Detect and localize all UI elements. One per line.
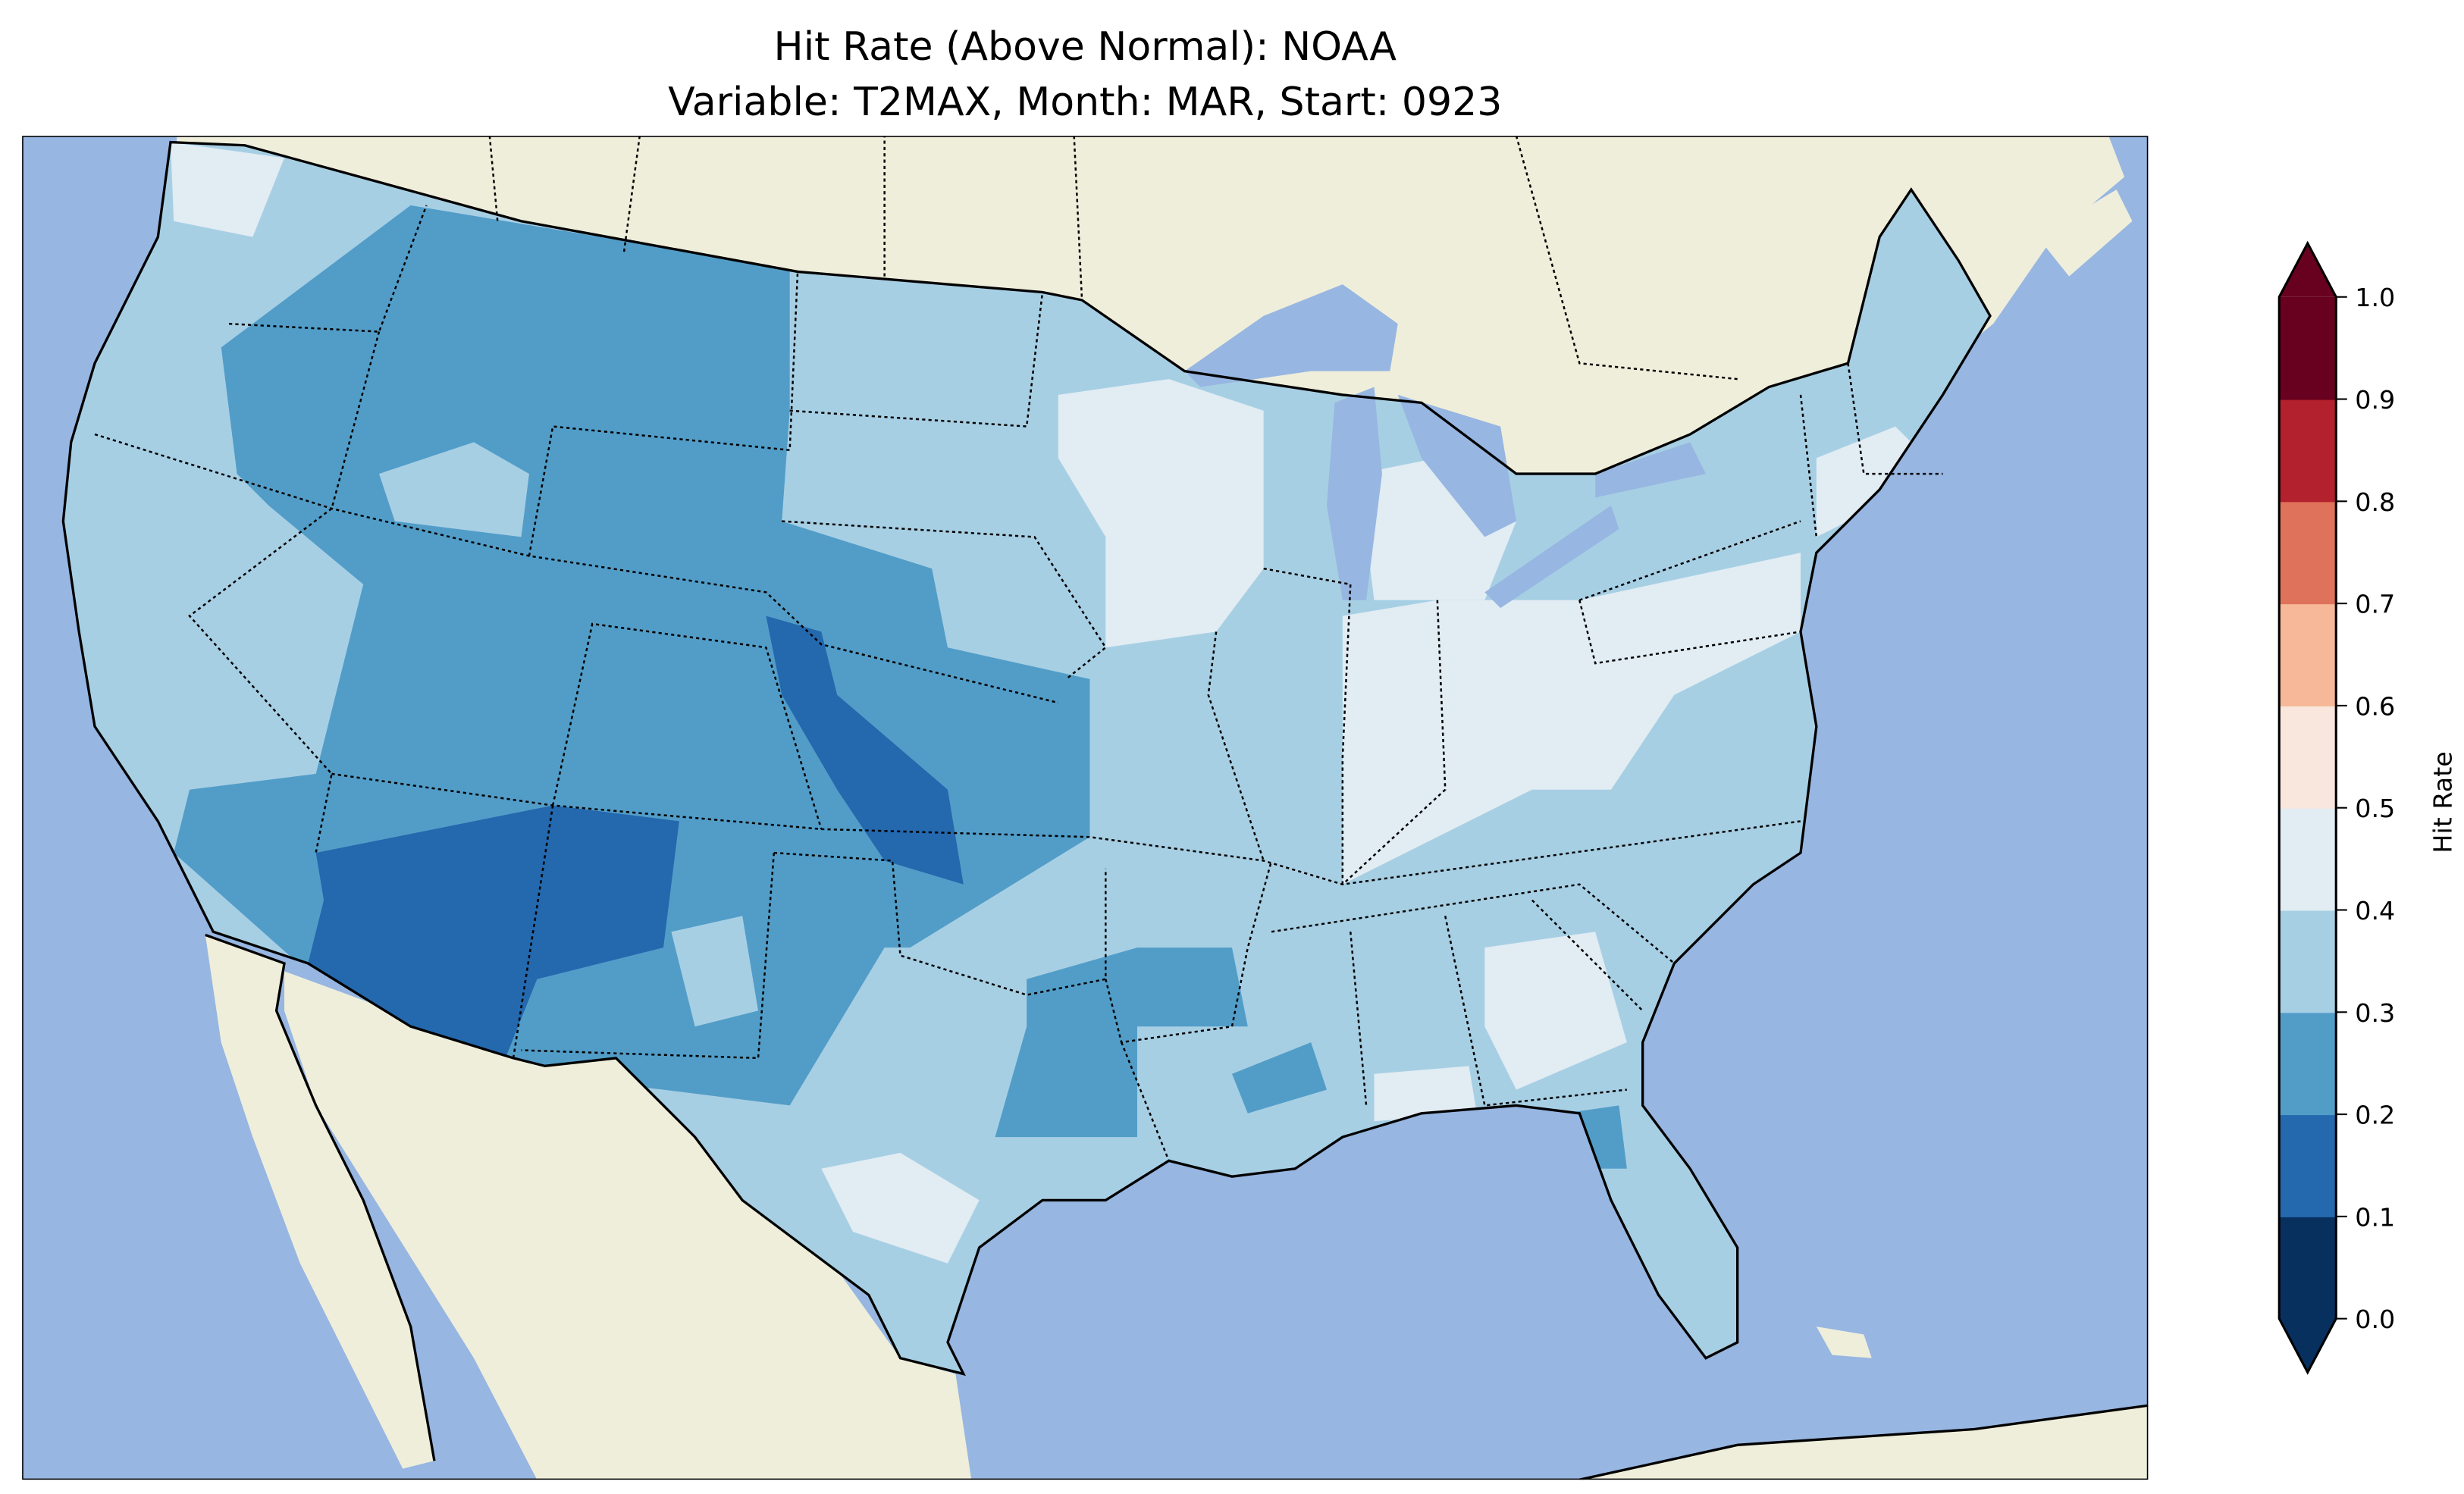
region-0.2-0.3-la [1232, 1042, 1327, 1113]
region-0.4-0.5-ohio-valley [1342, 553, 1801, 885]
land-mexico [205, 935, 2149, 1480]
region-0.3-0.4-tx [884, 837, 1106, 1138]
region-0.1-0.2-co-ks [766, 615, 964, 885]
colorbar-tick-label: 0.2 [2355, 1101, 2395, 1130]
colorbar-segment [2279, 705, 2337, 809]
colorbar-extend-max [2279, 243, 2337, 297]
region-0.4-0.5-south-texas [821, 1152, 980, 1264]
region-0.4-0.5-georgia [1484, 932, 1627, 1090]
region-0.1-0.2-az-nm [308, 805, 679, 1058]
colorbar-segment [2279, 1216, 2337, 1320]
region-0.4-0.5-washington [171, 142, 284, 237]
colorbar-extend-min [2279, 1318, 2337, 1373]
lake-erie [1484, 505, 1619, 609]
map [22, 136, 2149, 1480]
colorbar-segment [2279, 501, 2337, 605]
lake-michigan [1327, 387, 1382, 600]
region-0.3-0.4-nm [671, 916, 758, 1027]
colorbar-segment [2279, 1012, 2337, 1116]
coastlines [61, 140, 2149, 1480]
colorbar-segment [2279, 1114, 2337, 1217]
colorbar-tick-label: 0.3 [2355, 998, 2395, 1028]
colorbar-tick-label: 0.1 [2355, 1202, 2395, 1232]
colorbar-tick-label: 0.6 [2355, 691, 2395, 721]
region-0.3-0.4-ca [71, 347, 237, 790]
great-lakes [1184, 284, 1706, 609]
title-line-1: Hit Rate (Above Normal): NOAA [774, 24, 1397, 70]
region-0.3-0.4-idaho [379, 442, 529, 537]
colorbar-segment [2279, 296, 2337, 400]
land-canada [171, 136, 2133, 521]
lake-superior [1184, 284, 1398, 387]
colorbar-tick-label: 0.0 [2355, 1305, 2395, 1334]
colorbar-tick-label: 1.0 [2355, 283, 2395, 312]
colorbar-segment [2279, 603, 2337, 706]
colorbar-tick-label: 0.9 [2355, 385, 2395, 415]
colorbar-label: Hit Rate [2428, 751, 2457, 853]
colorbar: 0.0 0.1 0.2 0.3 0.4 0.5 0.6 0.7 0.8 0.9 1.0 [2277, 240, 2395, 1375]
colorbar-tick-label: 0.7 [2355, 590, 2395, 619]
colorbar-segment [2279, 807, 2337, 911]
state-borders [94, 136, 1943, 1161]
colorbar-segment [2279, 910, 2337, 1013]
region-0.4-0.5-upper-midwest [1058, 379, 1264, 648]
lake-huron [1397, 394, 1516, 537]
colorbar-segment [2279, 399, 2337, 503]
colorbar-tick-label: 0.8 [2355, 487, 2395, 517]
region-0.4-0.5-gulf-coast [1374, 1066, 1477, 1122]
colorbar-tick-label: 0.4 [2355, 896, 2395, 926]
lake-ontario [1595, 442, 1706, 498]
us-hit-rate-field [63, 142, 1991, 1374]
colorbar-tick-label: 0.5 [2355, 794, 2395, 823]
title-line-2: Variable: T2MAX, Month: MAR, Start: 0923 [668, 80, 1502, 125]
